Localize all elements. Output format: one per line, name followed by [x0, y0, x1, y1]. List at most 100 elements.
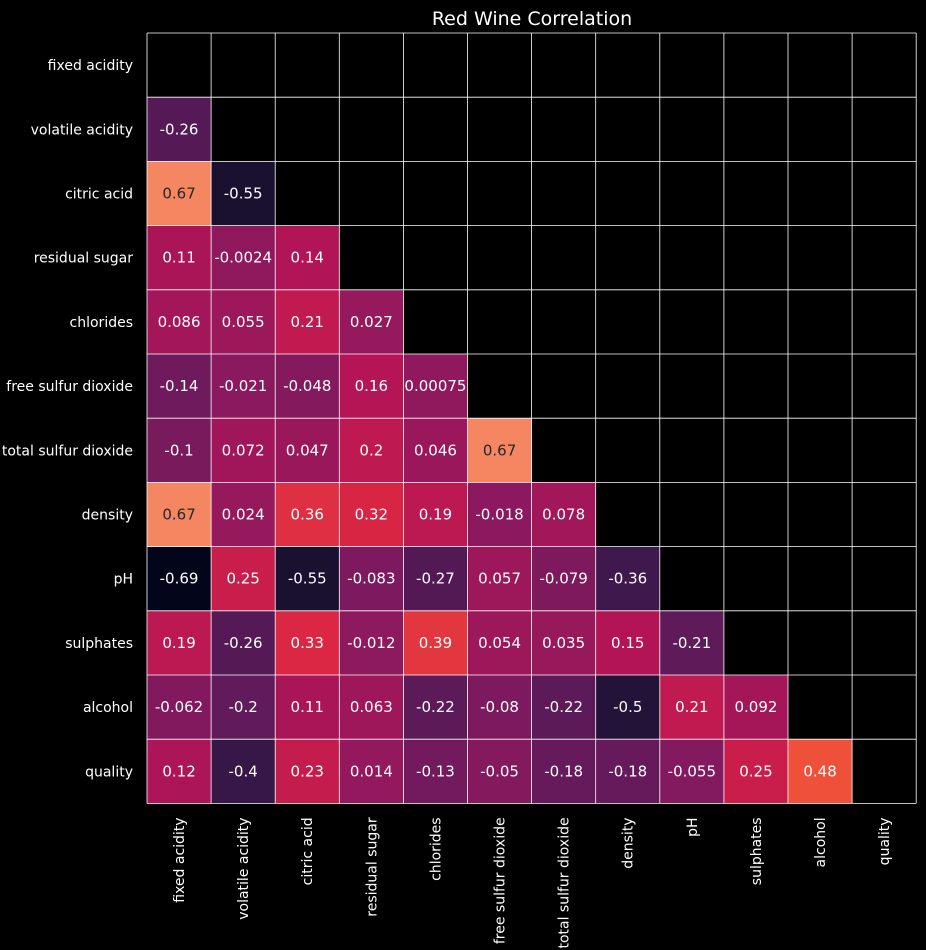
cell-label: -0.18	[544, 762, 583, 780]
x-tick-label: volatile acidity	[236, 817, 252, 919]
cell-label: -0.083	[347, 570, 395, 588]
cell-total-sulfur-dioxide-chlorides	[403, 418, 468, 483]
x-tick-label: sulphates	[749, 817, 765, 885]
cell-citric-acid-volatile-acidity	[211, 161, 276, 226]
cell-ph-total-sulfur-dioxide	[531, 546, 596, 611]
cell-sulphates-density	[595, 610, 660, 675]
cell-label: -0.22	[416, 698, 455, 716]
cell-label: -0.2	[229, 698, 258, 716]
x-tick-label: density	[621, 817, 637, 868]
cell-label: 0.014	[350, 762, 393, 780]
cell-total-sulfur-dioxide-fixed-acidity	[147, 418, 212, 483]
cell-label: -0.5	[613, 698, 642, 716]
cell-label: 0.67	[483, 441, 516, 459]
cell-label: 0.055	[222, 313, 265, 331]
x-tick-label: chlorides	[428, 817, 444, 880]
cell-label: 0.21	[675, 698, 708, 716]
y-tick-label: pH	[114, 572, 133, 588]
cell-ph-free-sulfur-dioxide	[467, 546, 532, 611]
cell-label: 0.25	[226, 570, 259, 588]
y-tick-labels: fixed acidity volatile acidity citric acid…	[2, 58, 133, 780]
cell-quality-chlorides	[403, 739, 468, 804]
cell-total-sulfur-dioxide-volatile-acidity	[211, 418, 276, 483]
cell-residual-sugar-citric-acid	[275, 225, 340, 290]
cell-residual-sugar-volatile-acidity	[211, 225, 276, 290]
cell-quality-total-sulfur-dioxide	[531, 739, 596, 804]
cell-label: 0.32	[355, 506, 388, 524]
y-tick-label: fixed acidity	[48, 58, 133, 74]
x-tick-labels: fixed acidity volatile acidity citric acid…	[172, 817, 893, 948]
cell-label: 0.072	[222, 441, 265, 459]
cell-density-citric-acid	[275, 482, 340, 547]
cell-residual-sugar-fixed-acidity	[147, 225, 212, 290]
cell-ph-chlorides	[403, 546, 468, 611]
cell-label: 0.047	[286, 441, 329, 459]
cell-alcohol-total-sulfur-dioxide	[531, 675, 596, 740]
cell-label: 0.21	[291, 313, 324, 331]
cell-alcohol-citric-acid	[275, 675, 340, 740]
cell-label: 0.14	[291, 249, 324, 267]
cell-free-sulfur-dioxide-citric-acid	[275, 354, 340, 419]
y-tick-label: quality	[85, 764, 133, 780]
cell-label: -0.14	[160, 377, 199, 395]
cell-label: 0.16	[355, 377, 388, 395]
cell-label: 0.11	[291, 698, 324, 716]
cell-label: 0.027	[350, 313, 393, 331]
cell-label: 0.078	[542, 506, 585, 524]
cell-volatile-acidity-fixed-acidity	[147, 97, 212, 162]
cell-free-sulfur-dioxide-volatile-acidity	[211, 354, 276, 419]
cell-ph-volatile-acidity	[211, 546, 276, 611]
cell-label: 0.25	[739, 762, 772, 780]
cell-free-sulfur-dioxide-residual-sugar	[339, 354, 404, 419]
x-tick-label: quality	[877, 817, 893, 865]
cell-total-sulfur-dioxide-citric-acid	[275, 418, 340, 483]
cell-label: 0.39	[419, 634, 452, 652]
cell-chlorides-residual-sugar	[339, 289, 404, 354]
cell-label: -0.08	[480, 698, 519, 716]
cell-label: 0.035	[542, 634, 585, 652]
cell-total-sulfur-dioxide-free-sulfur-dioxide	[467, 418, 532, 483]
y-tick-label: free sulfur dioxide	[6, 379, 133, 395]
y-tick-label: chlorides	[70, 315, 133, 331]
y-tick-label: alcohol	[83, 700, 133, 716]
cell-quality-fixed-acidity	[147, 739, 212, 804]
chart-title: Red Wine Correlation	[432, 8, 632, 30]
cell-label: -0.062	[155, 698, 203, 716]
cell-ph-fixed-acidity	[147, 546, 212, 611]
cell-label: 0.23	[291, 762, 324, 780]
cell-label: 0.48	[803, 762, 836, 780]
cell-label: -0.018	[475, 506, 523, 524]
cell-label: -0.0024	[214, 249, 272, 267]
cell-label: 0.086	[158, 313, 201, 331]
cell-label: 0.19	[162, 634, 195, 652]
cell-alcohol-volatile-acidity	[211, 675, 276, 740]
x-tick-label: residual sugar	[364, 817, 380, 917]
cell-alcohol-fixed-acidity	[147, 675, 212, 740]
cell-quality-free-sulfur-dioxide	[467, 739, 532, 804]
cell-density-free-sulfur-dioxide	[467, 482, 532, 547]
cell-density-volatile-acidity	[211, 482, 276, 547]
cell-label: -0.055	[668, 762, 716, 780]
cell-label: -0.4	[229, 762, 258, 780]
cell-chlorides-volatile-acidity	[211, 289, 276, 354]
cell-ph-residual-sugar	[339, 546, 404, 611]
cell-sulphates-free-sulfur-dioxide	[467, 610, 532, 675]
x-tick-label: alcohol	[813, 817, 829, 867]
y-tick-label: total sulfur dioxide	[2, 443, 133, 459]
x-tick-label: citric acid	[300, 817, 316, 885]
y-tick-label: density	[82, 508, 133, 524]
cell-density-fixed-acidity	[147, 482, 212, 547]
cell-label: -0.69	[160, 570, 199, 588]
cell-label: 0.00075	[404, 377, 466, 395]
cell-label: -0.36	[608, 570, 647, 588]
cell-quality-citric-acid	[275, 739, 340, 804]
cell-quality-alcohol	[788, 739, 853, 804]
cell-ph-citric-acid	[275, 546, 340, 611]
cell-density-chlorides	[403, 482, 468, 547]
cell-free-sulfur-dioxide-fixed-acidity	[147, 354, 212, 419]
y-tick-label: citric acid	[65, 187, 133, 203]
cell-label: 0.67	[162, 185, 195, 203]
x-tick-label: fixed acidity	[172, 817, 188, 902]
cell-label: -0.26	[160, 120, 199, 138]
